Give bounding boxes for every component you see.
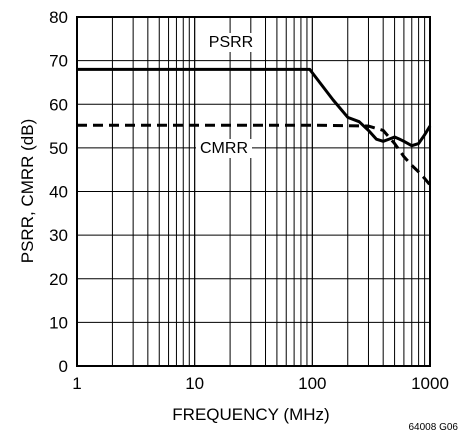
x-tick-label: 10 (185, 374, 204, 393)
cmrr-label-bg (196, 139, 252, 158)
psrr-annotation: PSRR (209, 34, 253, 51)
y-axis-title: PSRR, CMRR (dB) (18, 119, 37, 264)
y-tick-label: 50 (49, 139, 68, 158)
y-tick-label: 40 (49, 183, 68, 202)
y-tick-label: 80 (49, 8, 68, 27)
tick-labels: 0 10 20 30 40 50 60 70 80 1 10 100 1000 (49, 8, 449, 393)
y-tick-label: 30 (49, 226, 68, 245)
cmrr-annotation: CMRR (200, 140, 248, 157)
x-axis-title: FREQUENCY (MHz) (172, 405, 329, 424)
y-tick-label: 60 (49, 95, 68, 114)
psrr-label-bg (204, 33, 258, 52)
plot-frame (76, 16, 431, 367)
series-cmrr-line (77, 123, 432, 186)
y-tick-label: 20 (49, 270, 68, 289)
x-tick-label: 100 (298, 374, 326, 393)
y-tick-label: 10 (49, 313, 68, 332)
x-tick-label: 1 (72, 374, 81, 393)
y-tick-label: 0 (59, 357, 68, 376)
series-layer (77, 67, 432, 186)
grid (77, 17, 430, 366)
y-tick-label: 70 (49, 52, 68, 71)
series-psrr-line (77, 67, 432, 148)
figure-id: 64008 G06 (409, 422, 459, 433)
x-tick-label: 1000 (411, 374, 449, 393)
